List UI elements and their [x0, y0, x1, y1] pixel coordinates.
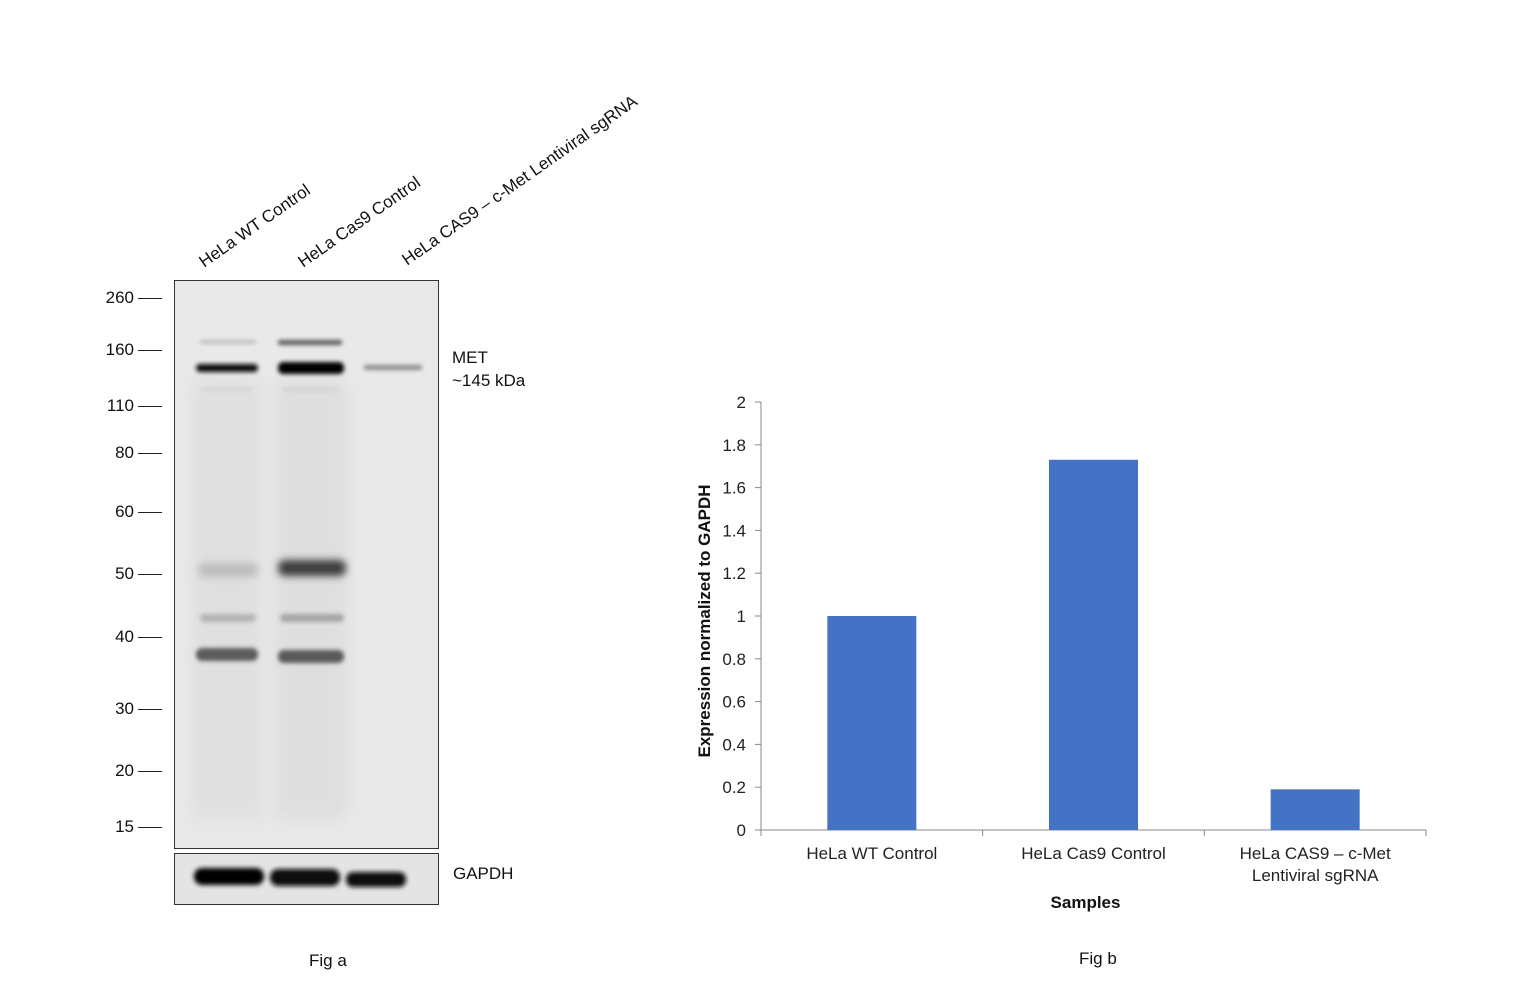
mw-marker-tick	[138, 771, 162, 772]
mw-marker-label: 50	[115, 564, 134, 583]
bar-2	[1049, 459, 1138, 830]
mw-marker-260: 260	[90, 288, 170, 308]
mw-marker-80: 80	[90, 443, 170, 463]
mw-marker-tick	[138, 298, 162, 299]
y-tick-label: 1.4	[722, 521, 746, 540]
y-tick-label: 0	[737, 821, 746, 840]
y-tick-label: 0.6	[722, 693, 746, 712]
x-category-label: HeLa Cas9 Control	[1021, 844, 1166, 863]
bar-chart: 0 0.2 0.4 0.6 0.8 1 1.2 1.4 1.6 1.8 2 HeLa WT Contr…	[695, 393, 1427, 912]
bar-chart-figure: 0 0.2 0.4 0.6 0.8 1 1.2 1.4 1.6 1.8 2 HeLa WT Contr…	[660, 380, 1460, 940]
mw-marker-110: 110	[90, 396, 170, 416]
mw-marker-60: 60	[90, 502, 170, 522]
western-blot-figure: HeLa WT Control HeLa Cas9 Control HeLa C…	[0, 0, 700, 1002]
met-band-label: MET	[452, 348, 488, 367]
y-tick-label: 1.6	[722, 479, 746, 498]
gapdh-band-label: GAPDH	[453, 864, 514, 883]
mw-marker-tick	[138, 637, 162, 638]
mw-marker-label: 20	[115, 761, 134, 780]
mw-marker-tick	[138, 350, 162, 351]
gapdh-blot-image	[174, 853, 439, 905]
mw-marker-label: 30	[115, 699, 134, 718]
mw-marker-40: 40	[90, 627, 170, 647]
y-tick-label: 1.8	[722, 436, 746, 455]
y-tick-label: 1.2	[722, 564, 746, 583]
y-axis-title: Expression normalized to GAPDH	[695, 485, 714, 758]
x-category-label: HeLa CAS9 – c-Met	[1240, 844, 1391, 863]
mw-marker-label: 60	[115, 502, 134, 521]
mw-marker-tick	[138, 406, 162, 407]
mw-marker-50: 50	[90, 564, 170, 584]
bar-3	[1270, 789, 1360, 830]
mw-marker-160: 160	[90, 340, 170, 360]
western-blot-image	[174, 280, 439, 849]
mw-marker-label: 110	[106, 396, 134, 415]
y-tick-label: 1	[737, 607, 746, 626]
x-axis-title: Samples	[1051, 893, 1121, 912]
mw-marker-tick	[138, 709, 162, 710]
mw-marker-20: 20	[90, 761, 170, 781]
y-tick-label: 0.2	[722, 778, 746, 797]
y-tick-label: 0.4	[722, 735, 746, 754]
lane-label-3: HeLa CAS9 – c-Met Lentiviral sgRNA	[398, 91, 641, 270]
mw-marker-tick	[138, 827, 162, 828]
mw-marker-label: 160	[105, 340, 134, 359]
met-size-label: ~145 kDa	[452, 371, 526, 390]
bar-1	[827, 616, 917, 830]
mw-marker-tick	[138, 574, 162, 575]
figure-b-caption: Fig b	[1079, 949, 1117, 968]
y-tick-label: 0.8	[722, 650, 746, 669]
mw-marker-30: 30	[90, 699, 170, 719]
x-category-label: HeLa WT Control	[806, 844, 937, 863]
mw-marker-label: 15	[115, 817, 134, 836]
y-tick-label: 2	[737, 393, 746, 412]
mw-marker-15: 15	[90, 817, 170, 837]
figure-a-caption: Fig a	[309, 951, 347, 970]
mw-marker-tick	[138, 512, 162, 513]
x-category-label: Lentiviral sgRNA	[1252, 866, 1379, 885]
mw-marker-tick	[138, 453, 162, 454]
mw-marker-label: 260	[105, 288, 134, 307]
mw-marker-label: 80	[115, 443, 134, 462]
mw-marker-label: 40	[115, 627, 134, 646]
